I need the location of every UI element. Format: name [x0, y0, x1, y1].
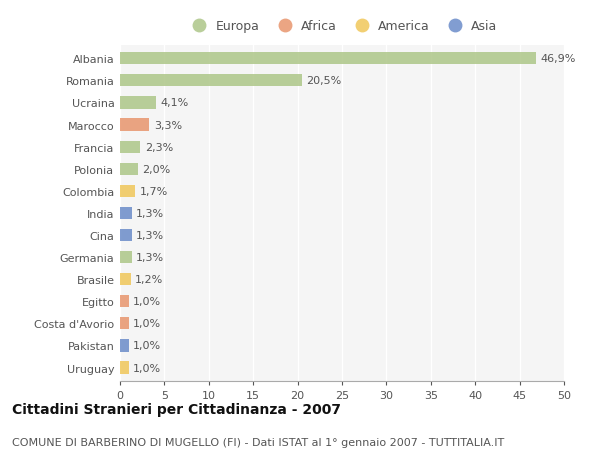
Text: 4,1%: 4,1%	[161, 98, 189, 108]
Text: 1,0%: 1,0%	[133, 341, 161, 351]
Bar	[120, 230, 131, 241]
Bar	[120, 185, 135, 197]
Text: 20,5%: 20,5%	[307, 76, 342, 86]
Text: 1,3%: 1,3%	[136, 208, 164, 218]
Bar	[120, 252, 131, 263]
Text: 1,2%: 1,2%	[135, 274, 163, 285]
Text: 1,3%: 1,3%	[136, 230, 164, 241]
Legend: Europa, Africa, America, Asia: Europa, Africa, America, Asia	[187, 20, 497, 33]
Text: 1,0%: 1,0%	[133, 297, 161, 307]
Bar	[120, 141, 140, 153]
Bar	[120, 318, 129, 330]
Bar	[120, 296, 129, 308]
Text: COMUNE DI BARBERINO DI MUGELLO (FI) - Dati ISTAT al 1° gennaio 2007 - TUTTITALIA: COMUNE DI BARBERINO DI MUGELLO (FI) - Da…	[12, 437, 504, 447]
Text: 2,0%: 2,0%	[142, 164, 170, 174]
Text: 1,0%: 1,0%	[133, 319, 161, 329]
Bar	[120, 75, 302, 87]
Text: 2,3%: 2,3%	[145, 142, 173, 152]
Bar	[120, 207, 131, 219]
Text: 3,3%: 3,3%	[154, 120, 182, 130]
Bar	[120, 53, 536, 65]
Text: 1,7%: 1,7%	[140, 186, 168, 196]
Bar	[120, 362, 129, 374]
Bar	[120, 274, 131, 285]
Bar	[120, 97, 157, 109]
Text: Cittadini Stranieri per Cittadinanza - 2007: Cittadini Stranieri per Cittadinanza - 2…	[12, 402, 341, 416]
Bar	[120, 163, 138, 175]
Bar	[120, 340, 129, 352]
Text: 1,0%: 1,0%	[133, 363, 161, 373]
Bar	[120, 119, 149, 131]
Text: 46,9%: 46,9%	[541, 54, 576, 64]
Text: 1,3%: 1,3%	[136, 252, 164, 263]
